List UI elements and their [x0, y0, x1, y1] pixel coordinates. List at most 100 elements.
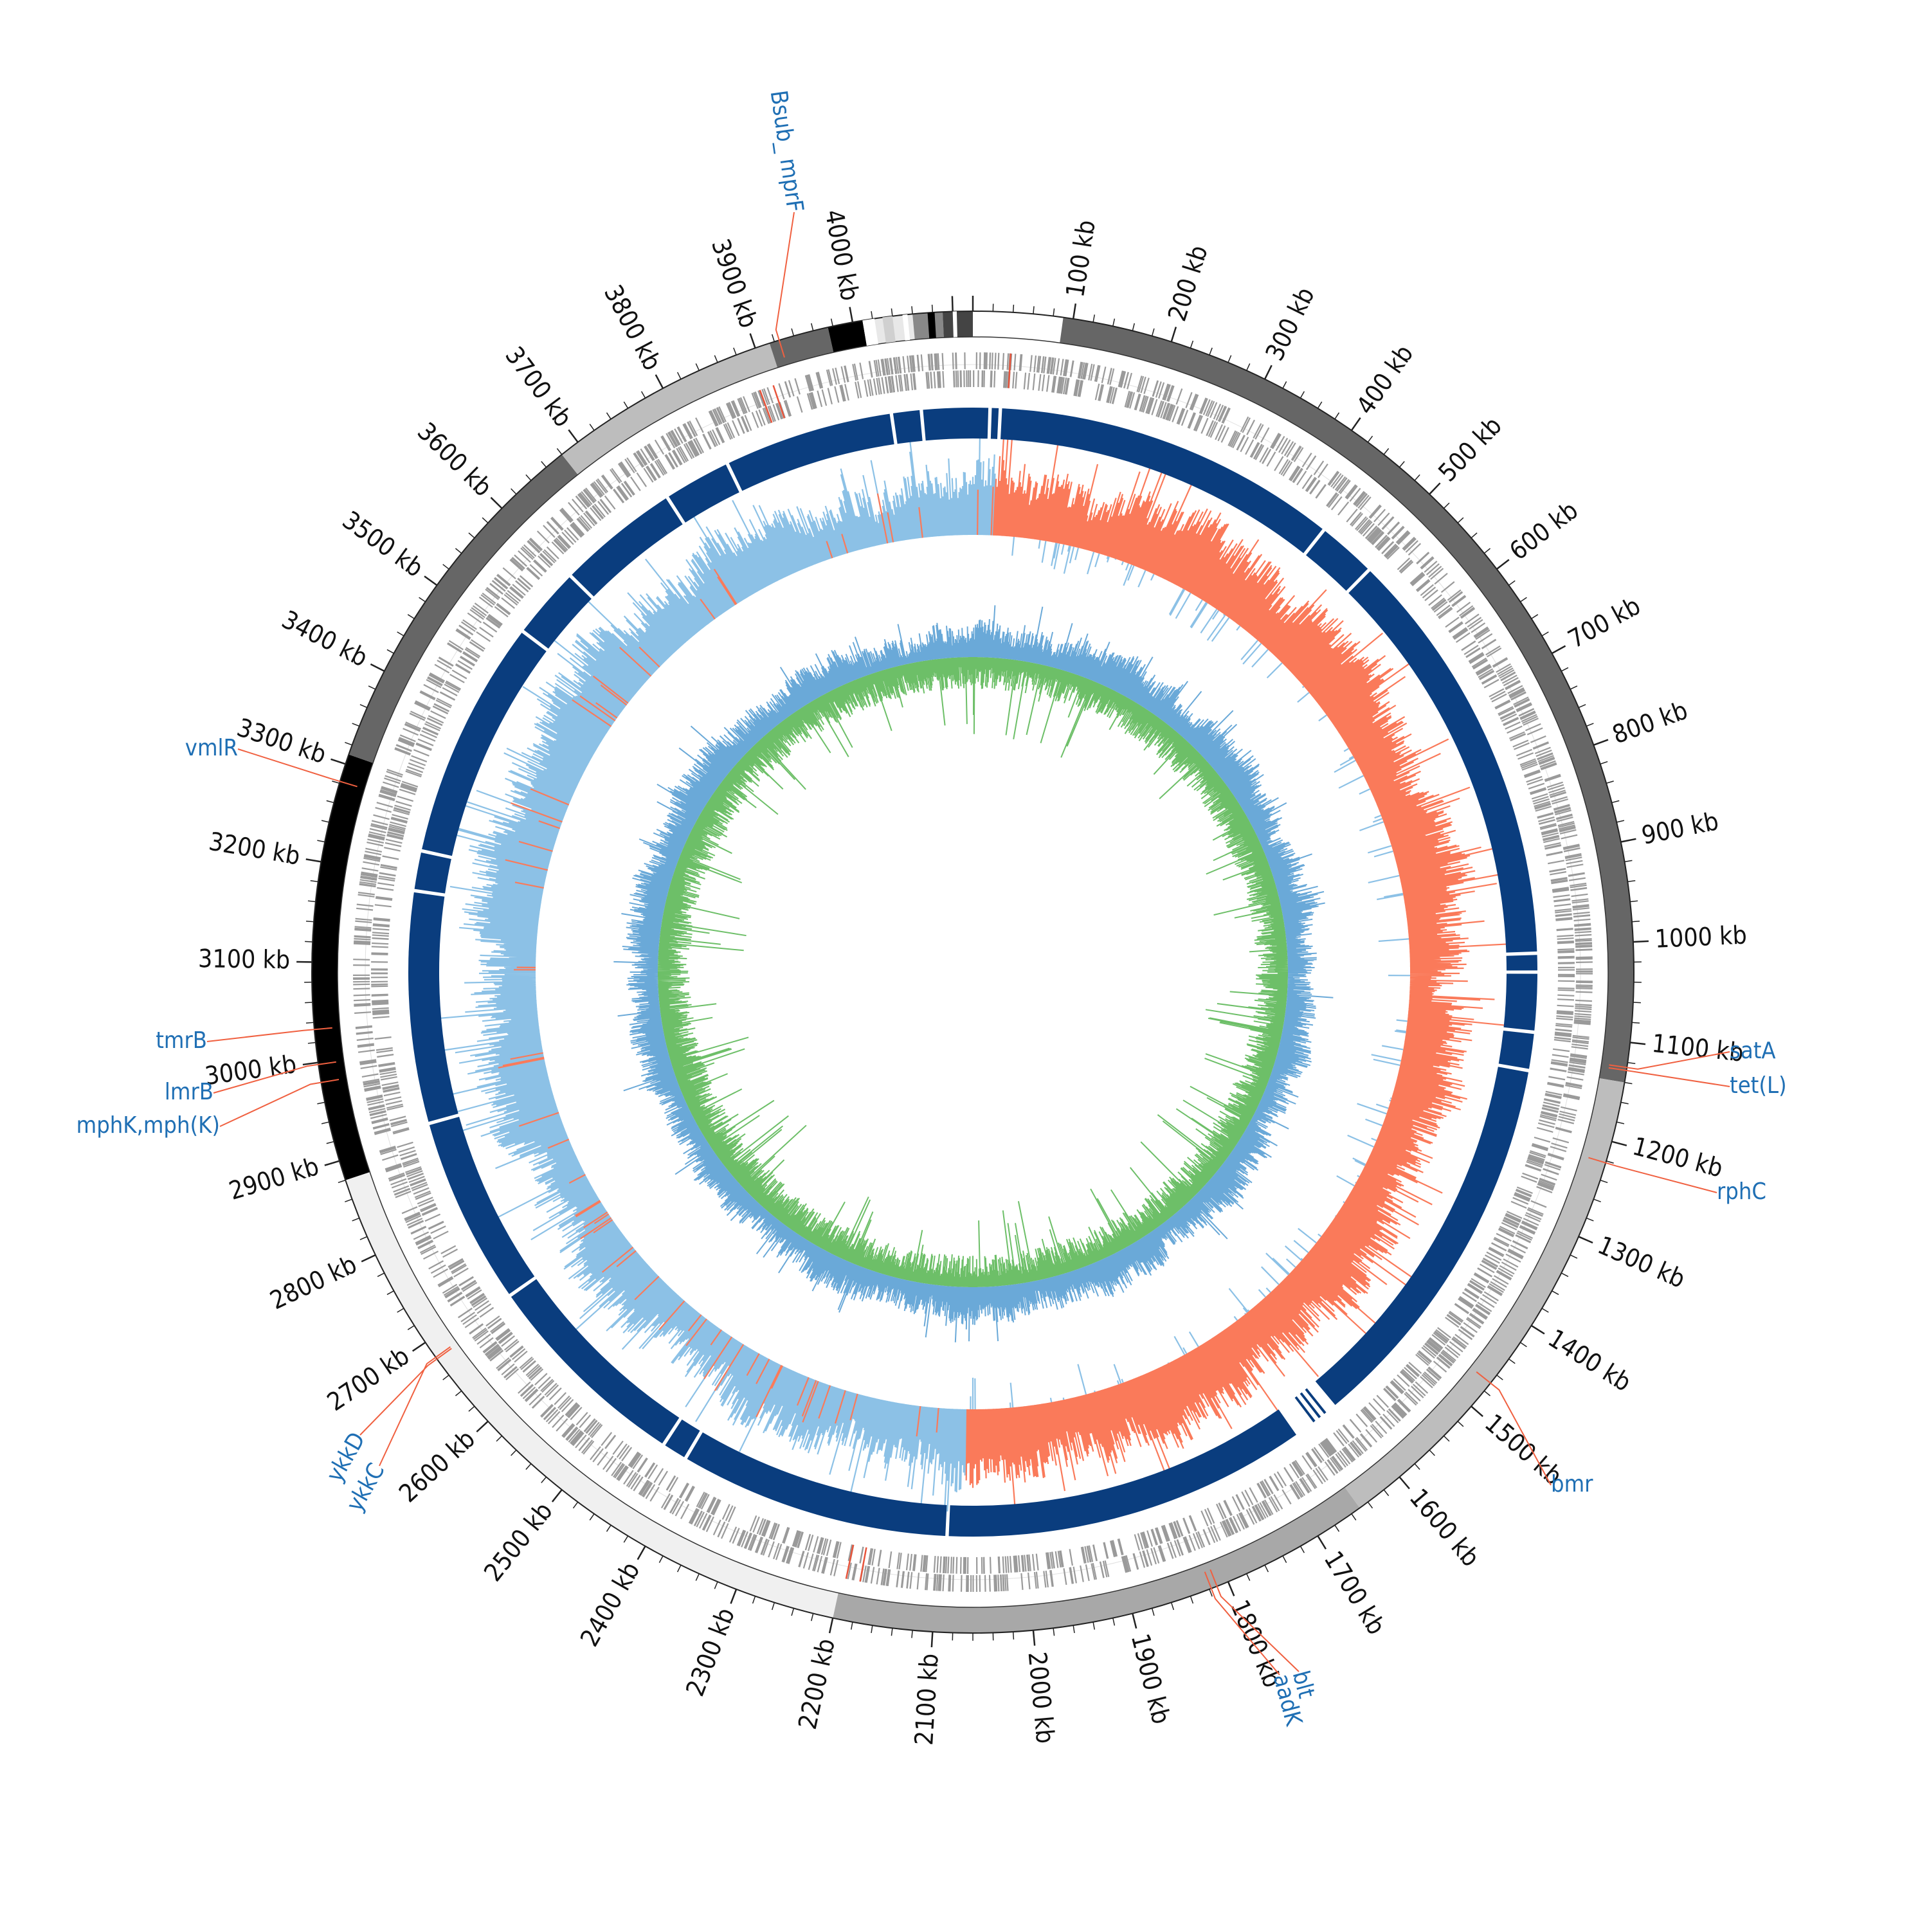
contig-segment: [828, 320, 867, 352]
minor-tick: [482, 518, 488, 523]
minor-tick: [352, 723, 359, 726]
coordinate-label: 1600 kb: [1404, 1483, 1485, 1572]
minor-tick: [345, 743, 352, 745]
minor-tick: [1600, 1180, 1608, 1183]
coordinate-label: 3900 kb: [705, 235, 763, 332]
minor-tick: [1625, 860, 1633, 862]
gene-label: bmr: [1551, 1471, 1593, 1497]
major-tick: [491, 498, 502, 509]
minor-tick: [455, 548, 461, 554]
gene-label: tet(L): [1730, 1072, 1787, 1099]
minor-tick: [1247, 1574, 1250, 1581]
minor-tick: [1561, 1273, 1568, 1276]
blast-hit-segment: [991, 408, 999, 438]
minor-tick: [1532, 615, 1538, 618]
coordinate-label: 600 kb: [1505, 496, 1584, 566]
minor-tick: [345, 1199, 352, 1202]
minor-tick: [1300, 1546, 1304, 1553]
minor-tick: [469, 1406, 475, 1411]
minor-tick: [851, 1622, 853, 1630]
minor-tick: [511, 1450, 516, 1456]
coordinate-label: 3600 kb: [412, 417, 497, 502]
minor-tick: [753, 1596, 756, 1603]
coordinate-label: 1400 kb: [1543, 1324, 1636, 1398]
minor-tick: [1384, 1490, 1388, 1495]
minor-tick: [1444, 1436, 1449, 1441]
minor-tick: [1633, 1002, 1641, 1003]
major-tick: [1532, 1326, 1544, 1334]
minor-tick: [659, 1556, 663, 1563]
coordinate-label: 2700 kb: [322, 1342, 415, 1417]
minor-tick: [1509, 581, 1516, 585]
gene-leader-line: [776, 212, 794, 357]
minor-tick: [1458, 518, 1463, 523]
major-tick: [413, 1342, 426, 1351]
minor-tick: [322, 1122, 329, 1124]
minor-tick: [1152, 329, 1154, 336]
minor-tick: [734, 348, 736, 355]
minor-tick: [1552, 1291, 1559, 1295]
minor-tick: [1113, 1618, 1115, 1626]
major-tick: [1621, 839, 1636, 842]
minor-tick: [1190, 341, 1193, 348]
minor-tick: [1520, 1342, 1526, 1347]
minor-tick: [419, 597, 426, 602]
coordinate-label: 1900 kb: [1125, 1631, 1175, 1728]
minor-tick: [1444, 503, 1449, 508]
major-tick: [1429, 483, 1440, 494]
minor-tick: [1415, 1464, 1420, 1470]
major-tick: [1352, 418, 1361, 431]
blast-hit-segment: [973, 408, 988, 438]
minor-tick: [1283, 1556, 1287, 1563]
minor-tick: [1617, 1122, 1624, 1124]
contig-segment: [312, 755, 373, 1180]
minor-tick: [1600, 762, 1608, 764]
coordinate-label: 4000 kb: [819, 208, 864, 303]
minor-tick: [1335, 413, 1339, 419]
major-tick: [552, 1490, 562, 1502]
major-tick: [1399, 1477, 1409, 1488]
minor-tick: [368, 686, 376, 689]
major-tick: [1552, 646, 1566, 654]
coordinate-label: 2100 kb: [910, 1653, 945, 1746]
minor-tick: [1053, 1628, 1054, 1636]
major-tick: [638, 1546, 646, 1560]
major-tick: [370, 664, 384, 671]
gene-leader-line: [1609, 1068, 1730, 1087]
gene-label: vmlR: [185, 735, 238, 761]
minor-tick: [1509, 1359, 1516, 1364]
minor-tick: [891, 1628, 892, 1636]
minor-tick: [1415, 474, 1420, 480]
gene-label: rphC: [1717, 1178, 1766, 1205]
major-tick: [656, 375, 663, 388]
minor-tick: [338, 1180, 345, 1183]
major-tick: [1132, 1614, 1136, 1629]
minor-tick: [496, 1436, 502, 1441]
major-tick: [1612, 1142, 1627, 1146]
minor-tick: [1612, 800, 1620, 802]
minor-tick: [871, 1625, 873, 1633]
minor-tick: [1352, 1514, 1356, 1521]
minor-tick: [606, 1525, 611, 1531]
minor-tick: [387, 649, 394, 653]
minor-tick: [1228, 356, 1231, 363]
minor-tick: [1561, 667, 1568, 671]
minor-tick: [573, 1502, 577, 1508]
major-tick: [1318, 1536, 1326, 1549]
coordinate-label: 100 kb: [1061, 218, 1101, 299]
blast-hit-segment: [729, 414, 894, 491]
minor-tick: [1593, 1199, 1600, 1202]
blast-hit-segment: [1507, 955, 1537, 970]
minor-tick: [1318, 402, 1321, 408]
minor-tick: [305, 941, 312, 942]
minor-tick: [1368, 436, 1372, 442]
coordinate-label: 2900 kb: [226, 1152, 322, 1206]
gene-label: mphK,mph(K): [77, 1112, 220, 1139]
minor-tick: [397, 1308, 404, 1312]
minor-tick: [696, 1574, 699, 1581]
blast-hit-segment: [1499, 1031, 1534, 1069]
minor-tick: [1632, 1022, 1640, 1023]
major-tick: [1630, 1043, 1645, 1045]
minor-tick: [1471, 533, 1477, 538]
minor-tick: [1484, 1391, 1490, 1396]
